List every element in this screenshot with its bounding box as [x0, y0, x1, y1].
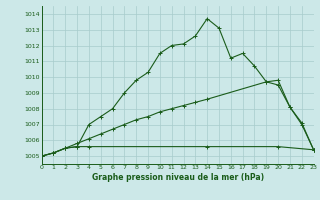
X-axis label: Graphe pression niveau de la mer (hPa): Graphe pression niveau de la mer (hPa) — [92, 173, 264, 182]
